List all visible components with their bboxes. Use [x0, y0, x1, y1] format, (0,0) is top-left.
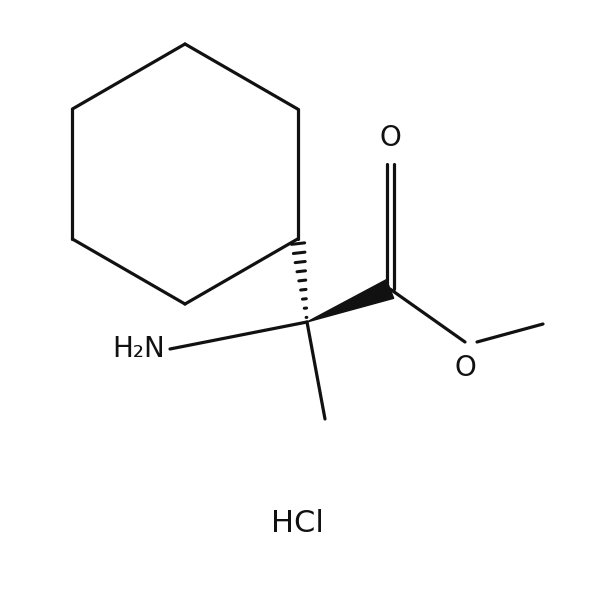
Polygon shape	[307, 280, 394, 322]
Text: O: O	[454, 354, 476, 382]
Text: H₂N: H₂N	[112, 335, 165, 363]
Text: HCl: HCl	[271, 510, 324, 539]
Text: O: O	[379, 124, 401, 152]
